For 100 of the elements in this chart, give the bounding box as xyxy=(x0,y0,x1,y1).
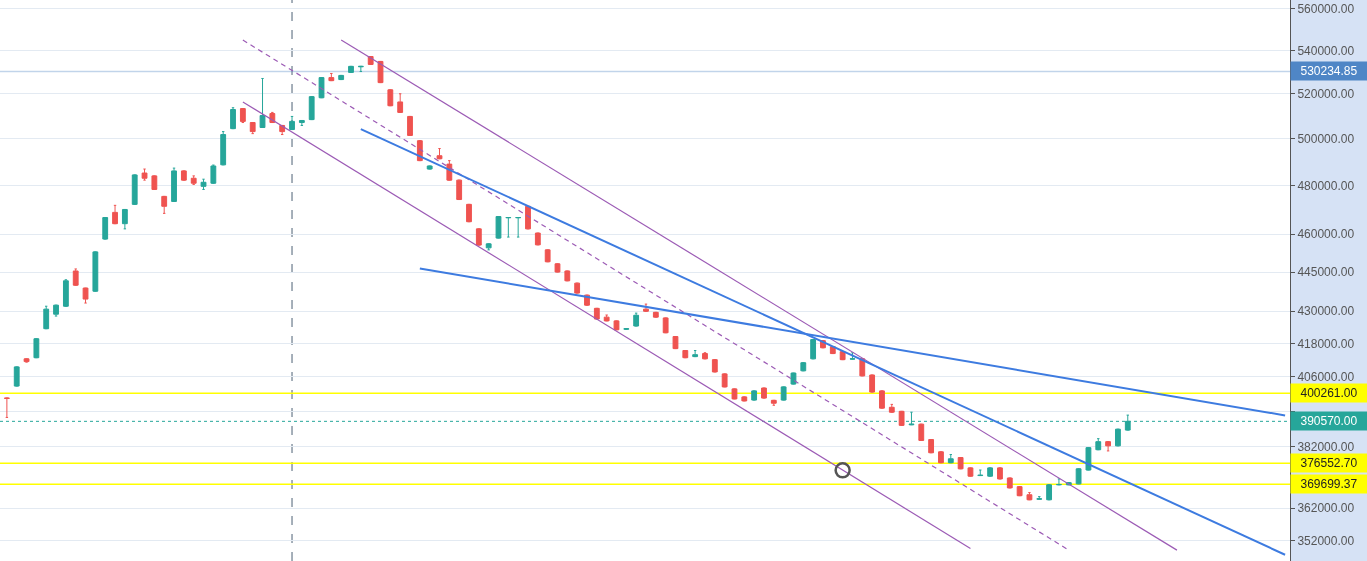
candlestick xyxy=(761,387,767,399)
candlestick xyxy=(751,390,758,401)
candlestick xyxy=(407,115,413,136)
candlestick xyxy=(230,107,236,130)
candlestick xyxy=(741,396,748,402)
y-tick-label: 382000.00 xyxy=(1297,439,1355,454)
candlestick xyxy=(515,217,522,238)
candlestick xyxy=(456,179,463,201)
candlestick xyxy=(259,77,266,128)
candlestick xyxy=(1095,438,1102,451)
ref-line-label: 400261.00 xyxy=(1300,386,1358,400)
candlestick xyxy=(151,175,158,190)
candlestick xyxy=(200,178,207,190)
candlestick xyxy=(180,170,187,181)
y-tick-label: 520000.00 xyxy=(1297,86,1355,101)
y-tick-label: 560000.00 xyxy=(1297,2,1355,17)
candlestick xyxy=(112,204,118,225)
candlestick xyxy=(348,65,354,73)
candlestick xyxy=(888,403,895,413)
candlestick xyxy=(898,410,905,426)
candlestick xyxy=(102,217,109,240)
ref-line-label: 369699.37 xyxy=(1300,477,1358,491)
candlestick xyxy=(475,228,482,246)
candlestick xyxy=(938,451,944,464)
y-tick-label: 362000.00 xyxy=(1297,501,1355,516)
candlestick xyxy=(544,249,551,263)
candlestick xyxy=(810,339,817,360)
candlestick xyxy=(770,399,777,406)
candlestick xyxy=(702,352,708,360)
candlestick xyxy=(574,282,581,294)
candlestick xyxy=(564,270,571,282)
candlestick xyxy=(918,423,925,441)
candlestick xyxy=(1026,492,1033,501)
candlestick xyxy=(977,469,984,477)
candlestick xyxy=(249,122,256,135)
y-tick-label: 500000.00 xyxy=(1297,131,1355,146)
candlestick xyxy=(318,77,325,99)
candlestick xyxy=(13,366,20,387)
candlestick xyxy=(662,317,669,334)
candlestick xyxy=(377,60,384,84)
candlestick xyxy=(436,148,443,160)
candlestick xyxy=(141,168,148,181)
ref-line-label: 390570.00 xyxy=(1300,414,1358,428)
candlestick xyxy=(220,131,227,166)
candlestick xyxy=(505,217,512,238)
candlestick xyxy=(62,279,69,307)
candlestick xyxy=(171,167,177,202)
candlestick xyxy=(3,397,10,418)
candlestick xyxy=(672,336,679,350)
candlestick xyxy=(652,311,659,318)
ref-line-label: 530234.85 xyxy=(1300,64,1358,78)
candlestick xyxy=(790,372,797,385)
candlestick xyxy=(210,164,217,184)
y-tick-label: 430000.00 xyxy=(1297,304,1355,319)
candlestick xyxy=(721,373,728,388)
candlestick xyxy=(1046,484,1053,501)
candlestick xyxy=(987,467,994,477)
candlestick xyxy=(495,216,502,239)
candlestick xyxy=(643,303,649,312)
candlestick xyxy=(879,390,885,409)
candlestick xyxy=(928,439,935,454)
candlestick xyxy=(161,195,168,214)
candlestick xyxy=(1036,496,1043,500)
candlestick xyxy=(1056,478,1062,486)
ref-line-label: 376552.70 xyxy=(1300,456,1358,470)
candlestick xyxy=(92,251,99,292)
candlestick xyxy=(298,119,305,126)
candlestick xyxy=(53,304,59,317)
candlestick xyxy=(328,72,335,82)
candlestick xyxy=(554,263,561,273)
candlestick xyxy=(23,358,30,363)
candlestick xyxy=(387,89,394,107)
candlestick xyxy=(633,312,640,327)
candlestick xyxy=(485,243,492,251)
candlestick xyxy=(82,287,89,304)
candlestick xyxy=(239,108,246,124)
candlestick xyxy=(593,307,600,320)
candlestick xyxy=(603,314,610,322)
candlestick xyxy=(308,96,315,121)
candlestick xyxy=(613,320,620,331)
candlestick xyxy=(190,175,197,185)
y-tick-label: 406000.00 xyxy=(1297,370,1355,385)
candlestick xyxy=(131,174,138,205)
candlestick xyxy=(731,388,738,400)
y-tick-label: 418000.00 xyxy=(1297,336,1355,351)
candlestick xyxy=(1006,477,1013,489)
y-tick-label: 480000.00 xyxy=(1297,178,1355,193)
candlestick xyxy=(357,65,364,73)
candlestick xyxy=(869,374,876,393)
candlestick xyxy=(72,268,79,286)
y-tick-label: 445000.00 xyxy=(1297,265,1355,280)
candlestick xyxy=(33,338,40,359)
candlestick xyxy=(43,305,50,330)
candlestick xyxy=(997,467,1003,480)
y-tick-label: 352000.00 xyxy=(1297,533,1355,548)
candlestick xyxy=(397,93,404,113)
y-tick-label: 540000.00 xyxy=(1297,43,1355,58)
candlestick xyxy=(466,203,472,223)
candlestick xyxy=(947,454,954,464)
candlestick xyxy=(692,350,699,358)
